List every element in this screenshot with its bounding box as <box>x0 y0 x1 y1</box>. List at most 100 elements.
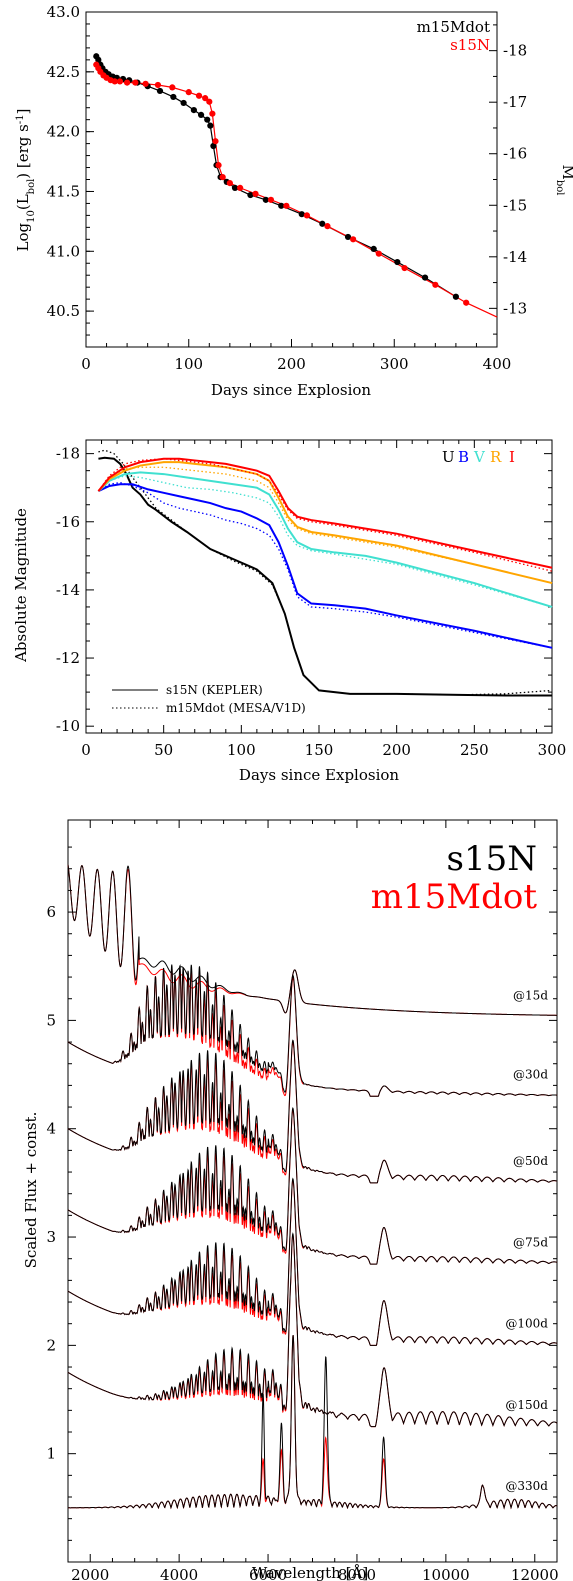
multiband-panel: 0 50 100 150 200 250 300 -10 -12 -14 -16 -18 Days … <box>12 439 567 784</box>
band-b-solid-curve <box>98 483 553 649</box>
data-point-s15n <box>303 212 311 219</box>
data-point-m15mdot <box>262 196 269 203</box>
multiband-y-tick-label: -12 <box>56 649 80 667</box>
band-i-dotted-curve <box>97 458 553 572</box>
data-point-m15mdot <box>394 258 401 266</box>
multiband-x-tick-label: 50 <box>154 741 173 759</box>
band-legend-u: U <box>442 448 455 466</box>
spectrum-s15n-150d <box>67 1232 558 1428</box>
data-point-s15n <box>226 179 233 187</box>
bolometric-x-ticks: 0 100 200 300 400 <box>81 339 511 373</box>
bolometric-x-tick-label: 400 <box>483 355 512 373</box>
data-point-s15n <box>219 174 226 181</box>
data-point-s15n <box>375 250 382 257</box>
band-b-dotted-curve <box>98 481 553 649</box>
epoch-label: @330d <box>505 1479 548 1493</box>
data-point-s15n <box>124 79 131 86</box>
data-point-s15n <box>350 236 357 243</box>
legend-m15mdot: m15Mdot <box>417 18 490 36</box>
data-point-s15n <box>463 299 470 306</box>
data-point-s15n <box>154 81 162 89</box>
series-line-s15n <box>95 64 498 318</box>
bolometric-y-ticks: 40.5 41.0 41.5 42.0 42.5 43.0 <box>47 3 94 336</box>
multiband-series <box>97 449 553 697</box>
legend-kepler: s15N (KEPLER) <box>166 683 263 697</box>
spectra-y-tick-label: 5 <box>46 1011 56 1029</box>
spectra-series <box>67 864 558 1510</box>
data-point-m15mdot <box>452 293 459 300</box>
spectrum-s15n-50d <box>67 1039 558 1184</box>
data-point-m15mdot <box>210 142 217 150</box>
bolometric-y-tick-label: 43.0 <box>47 3 80 21</box>
band-i-solid-curve <box>97 457 553 569</box>
multiband-x-tick-label: 150 <box>305 741 334 759</box>
multiband-x-tick-label: 0 <box>81 741 91 759</box>
bolometric-panel: 0 100 200 300 400 40.5 41.0 41.5 42.0 42.5 43.0 -… <box>14 3 573 399</box>
epoch-label: @15d <box>513 988 548 1002</box>
data-point-s15n <box>212 138 219 145</box>
data-point-m15mdot <box>421 274 429 281</box>
data-point-m15mdot <box>156 87 164 95</box>
spectra-epoch-labels: @15d @30d @50d @75d @100d @150d @330d <box>505 988 548 1493</box>
band-v-dotted-curve <box>97 475 553 608</box>
bolometric-mbol-tick-label: -16 <box>503 145 527 163</box>
multiband-x-tick-label: 300 <box>538 741 567 759</box>
bolometric-x-tick-label: 100 <box>174 355 203 373</box>
data-point-m15mdot <box>278 202 285 209</box>
band-v-solid-curve <box>97 471 553 608</box>
multiband-x-tick-label: 100 <box>227 741 256 759</box>
data-point-s15n <box>283 202 290 209</box>
data-point-s15n <box>252 190 259 197</box>
data-point-s15n <box>111 78 118 85</box>
bolometric-mbol-tick-label: -18 <box>503 42 527 60</box>
spectra-x-tick-label: 8000 <box>338 1566 376 1581</box>
multiband-y-axis-label: Absolute Magnitude <box>12 508 30 663</box>
data-point-m15mdot <box>95 56 102 63</box>
spectrum-s15n-30d <box>67 964 557 1097</box>
bolometric-plot-frame <box>85 11 498 348</box>
data-point-m15mdot <box>344 233 352 241</box>
data-point-s15n <box>142 80 149 87</box>
bolometric-y-tick-label: 41.0 <box>47 242 80 260</box>
band-legend-b: B <box>458 448 469 466</box>
spectra-y-tick-label: 1 <box>46 1445 56 1463</box>
spectrum-m15mdot-330d <box>67 1334 558 1510</box>
legend-s15n: s15N <box>450 36 490 54</box>
spectra-y-tick-label: 2 <box>46 1336 56 1354</box>
multiband-x-tick-label: 200 <box>382 741 411 759</box>
epoch-label: @100d <box>505 1317 548 1331</box>
spectrum-s15n-330d <box>67 1334 558 1510</box>
spectra-y-axis-label: Scaled Flux + const. <box>22 1112 40 1269</box>
bolometric-y-tick-label: 40.5 <box>47 302 80 320</box>
spectra-x-tick-label: 4000 <box>160 1566 198 1581</box>
data-point-m15mdot <box>197 111 205 118</box>
bolometric-x-tick-label: 0 <box>81 355 91 373</box>
bolometric-x-tick-label: 200 <box>277 355 306 373</box>
spectrum-m15mdot-100d <box>67 1179 558 1346</box>
spectra-x-axis-label: Wavelength [Å] <box>252 1564 368 1581</box>
data-point-m15mdot <box>180 99 187 107</box>
multiband-y-tick-label: -14 <box>56 581 80 599</box>
epoch-label: @30d <box>513 1068 548 1082</box>
legend-m15mdot-spectra: m15Mdot <box>371 877 538 917</box>
multiband-y-tick-label: -16 <box>56 513 80 531</box>
bolometric-mbol-tick-label: -17 <box>503 93 527 111</box>
multiband-x-tick-label: 250 <box>460 741 489 759</box>
bolometric-x-tick-label: 300 <box>380 355 409 373</box>
data-point-s15n <box>169 84 176 91</box>
data-point-s15n <box>195 92 203 99</box>
spectra-x-tick-label: 10000 <box>422 1566 470 1581</box>
spectrum-s15n-15d <box>67 864 557 1016</box>
data-point-s15n <box>432 281 439 288</box>
data-point-s15n <box>206 98 213 105</box>
band-legend-v: V <box>473 448 486 466</box>
bolometric-y-tick-label: 41.5 <box>47 182 80 200</box>
series-line-m15mdot <box>95 55 457 298</box>
spectra-x-tick-label: 6000 <box>249 1566 287 1581</box>
multiband-y-tick-label: -18 <box>56 445 80 463</box>
spectra-x-tick-label: 12000 <box>511 1566 559 1581</box>
spectra-plot-frame <box>67 819 558 1563</box>
band-legend: U B V R I <box>442 448 515 466</box>
band-legend-i: I <box>509 448 515 466</box>
